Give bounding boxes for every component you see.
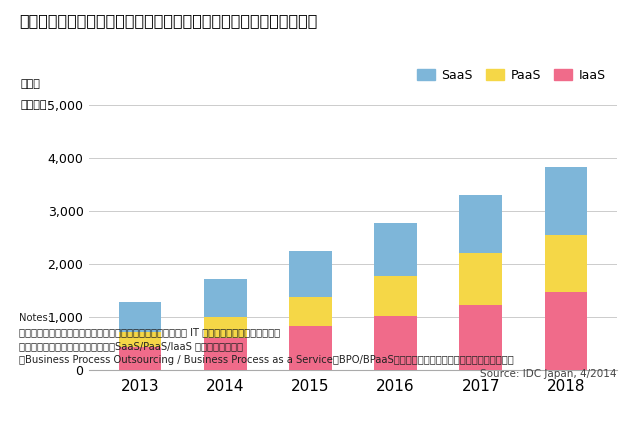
Bar bbox=[289, 326, 332, 370]
Text: ・パブリッククラウドサービスは、SaaS/PaaS/IaaS から構成される。: ・パブリッククラウドサービスは、SaaS/PaaS/IaaS から構成される。 bbox=[19, 341, 243, 351]
Bar bbox=[204, 338, 247, 370]
Bar bbox=[544, 292, 587, 370]
Bar bbox=[119, 346, 162, 370]
Bar bbox=[289, 297, 332, 326]
Bar bbox=[204, 279, 247, 317]
Legend: SaaS, PaaS, IaaS: SaaS, PaaS, IaaS bbox=[411, 64, 611, 87]
Bar bbox=[119, 332, 162, 346]
Text: （億円）: （億円） bbox=[20, 100, 47, 110]
Bar bbox=[119, 301, 162, 332]
Bar bbox=[544, 234, 587, 292]
Bar bbox=[459, 195, 502, 253]
Bar bbox=[459, 305, 502, 370]
Bar bbox=[289, 251, 332, 297]
Bar bbox=[374, 276, 417, 316]
Text: Source: IDC Japan, 4/2014: Source: IDC Japan, 4/2014 bbox=[480, 369, 617, 379]
Text: ・システム／アプリケーション開発、導入支援サービスなどの IT サービスは含まれていない。: ・システム／アプリケーション開発、導入支援サービスなどの IT サービスは含まれ… bbox=[19, 327, 280, 337]
Bar bbox=[544, 167, 587, 234]
Text: Notes:: Notes: bbox=[19, 313, 51, 323]
Bar bbox=[459, 253, 502, 305]
Bar bbox=[374, 223, 417, 276]
Text: 図２：国内パブリッククラウドサービス市場セグメント別売上額予測: 図２：国内パブリッククラウドサービス市場セグメント別売上額予測 bbox=[19, 13, 317, 28]
Text: ・Business Process Outsourcing / Business Process as a Service（BPO/BPaaS）、コンテンツサー: ・Business Process Outsourcing / Business… bbox=[19, 355, 514, 365]
Bar bbox=[374, 316, 417, 370]
Bar bbox=[204, 317, 247, 338]
Text: 売上額: 売上額 bbox=[20, 79, 40, 89]
